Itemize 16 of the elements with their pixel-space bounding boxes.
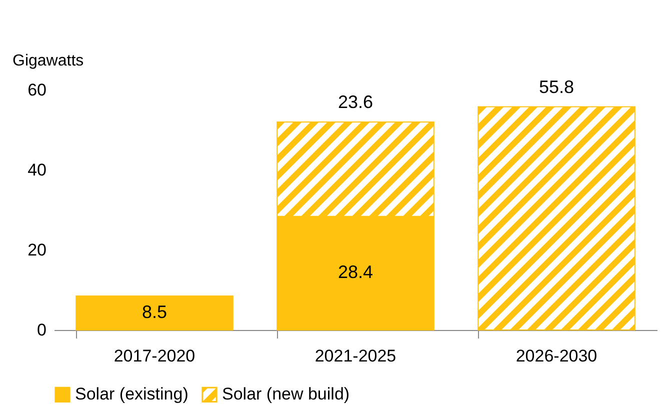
data-label: 28.4 bbox=[338, 262, 374, 282]
data-label: 8.5 bbox=[142, 302, 168, 322]
x-tick-label: 2021-2025 bbox=[314, 346, 396, 366]
y-axis-title: Gigawatts bbox=[12, 52, 84, 70]
legend-label: Solar (new build) bbox=[222, 384, 350, 404]
x-tick-label: 2017-2020 bbox=[114, 346, 196, 366]
bar bbox=[76, 296, 234, 330]
y-tick-label: 40 bbox=[28, 160, 46, 180]
legend-label: Solar (existing) bbox=[75, 384, 188, 404]
bar bbox=[478, 106, 636, 330]
y-tick-label: 20 bbox=[28, 240, 46, 260]
y-tick-label: 60 bbox=[28, 80, 46, 100]
data-label: 55.8 bbox=[538, 76, 574, 97]
y-tick-label: 0 bbox=[37, 320, 46, 340]
data-label: 23.6 bbox=[338, 92, 374, 112]
x-tick-label: 2026-2030 bbox=[516, 346, 598, 366]
